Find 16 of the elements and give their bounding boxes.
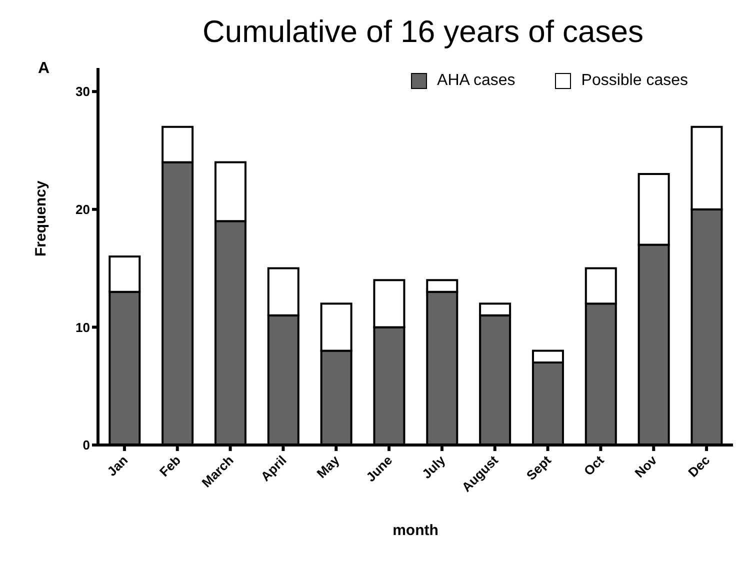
text: A [38,60,50,78]
x-axis-title: month [392,522,438,539]
x-tick-label: Jan [104,452,131,479]
y-tick-label: 0 [82,438,90,453]
x-tick-label: Dec [685,452,713,480]
x-tick-label: Oct [580,452,608,478]
x-tick-label: Feb [156,452,184,480]
x-tick-label: July [419,452,449,482]
y-tick-label: 30 [76,84,90,100]
x-tick-label: Nov [632,452,660,480]
legend-label: Possible cases [580,72,688,90]
y-tick-label: 10 [76,320,90,335]
legend-label: AHA cases [436,72,516,90]
y-tick-label: 20 [76,202,90,217]
chart-title: Cumulative of 16 years of cases [201,14,645,50]
y-axis-title: Frequency [32,180,50,256]
